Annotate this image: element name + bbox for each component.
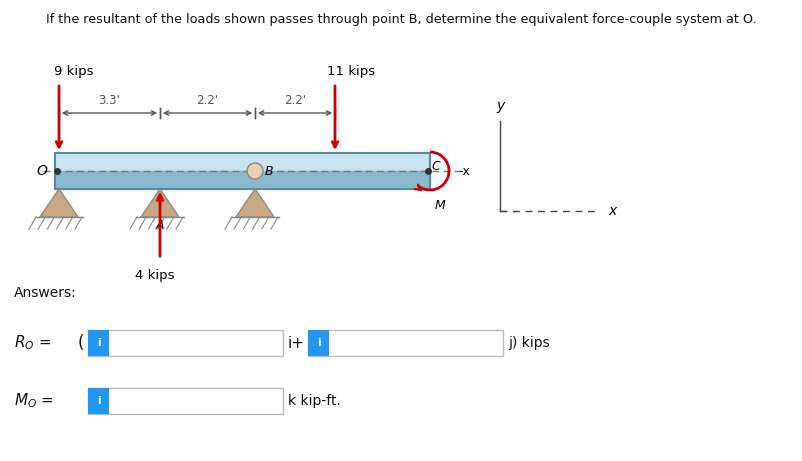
Text: k kip-ft.: k kip-ft. — [288, 394, 341, 408]
Bar — [308, 330, 330, 356]
Text: 9 kips: 9 kips — [54, 65, 94, 78]
Text: x: x — [608, 204, 616, 218]
Polygon shape — [141, 189, 179, 217]
Text: 4 kips: 4 kips — [136, 269, 175, 282]
Bar — [308, 330, 503, 356]
Text: j) kips: j) kips — [508, 336, 549, 350]
Text: i: i — [97, 396, 100, 406]
Bar — [55, 153, 430, 189]
Bar — [55, 153, 430, 171]
Bar — [88, 388, 283, 414]
Text: i: i — [97, 338, 100, 348]
Text: (: ( — [78, 334, 84, 352]
Text: M: M — [435, 199, 446, 212]
Text: 11 kips: 11 kips — [327, 65, 375, 78]
Text: -x: -x — [458, 165, 470, 177]
Circle shape — [247, 163, 263, 179]
Bar — [88, 388, 109, 414]
Text: A: A — [156, 219, 164, 232]
Text: B: B — [265, 165, 273, 177]
Text: O: O — [36, 164, 47, 178]
Polygon shape — [40, 189, 78, 217]
Text: $R_O$ =: $R_O$ = — [14, 334, 51, 352]
Text: $M_O$ =: $M_O$ = — [14, 392, 54, 410]
Text: i+: i+ — [288, 336, 305, 350]
Polygon shape — [236, 189, 274, 217]
Text: 2.2': 2.2' — [196, 94, 218, 107]
Text: i: i — [317, 338, 321, 348]
Text: If the resultant of the loads shown passes through point B, determine the equiva: If the resultant of the loads shown pass… — [46, 13, 756, 26]
Text: Answers:: Answers: — [14, 286, 77, 300]
Text: C: C — [431, 160, 439, 172]
Text: 3.3': 3.3' — [99, 94, 120, 107]
Text: y: y — [496, 99, 504, 113]
Bar — [88, 330, 283, 356]
Bar — [55, 171, 430, 189]
Text: 2.2': 2.2' — [284, 94, 306, 107]
Bar — [88, 330, 109, 356]
